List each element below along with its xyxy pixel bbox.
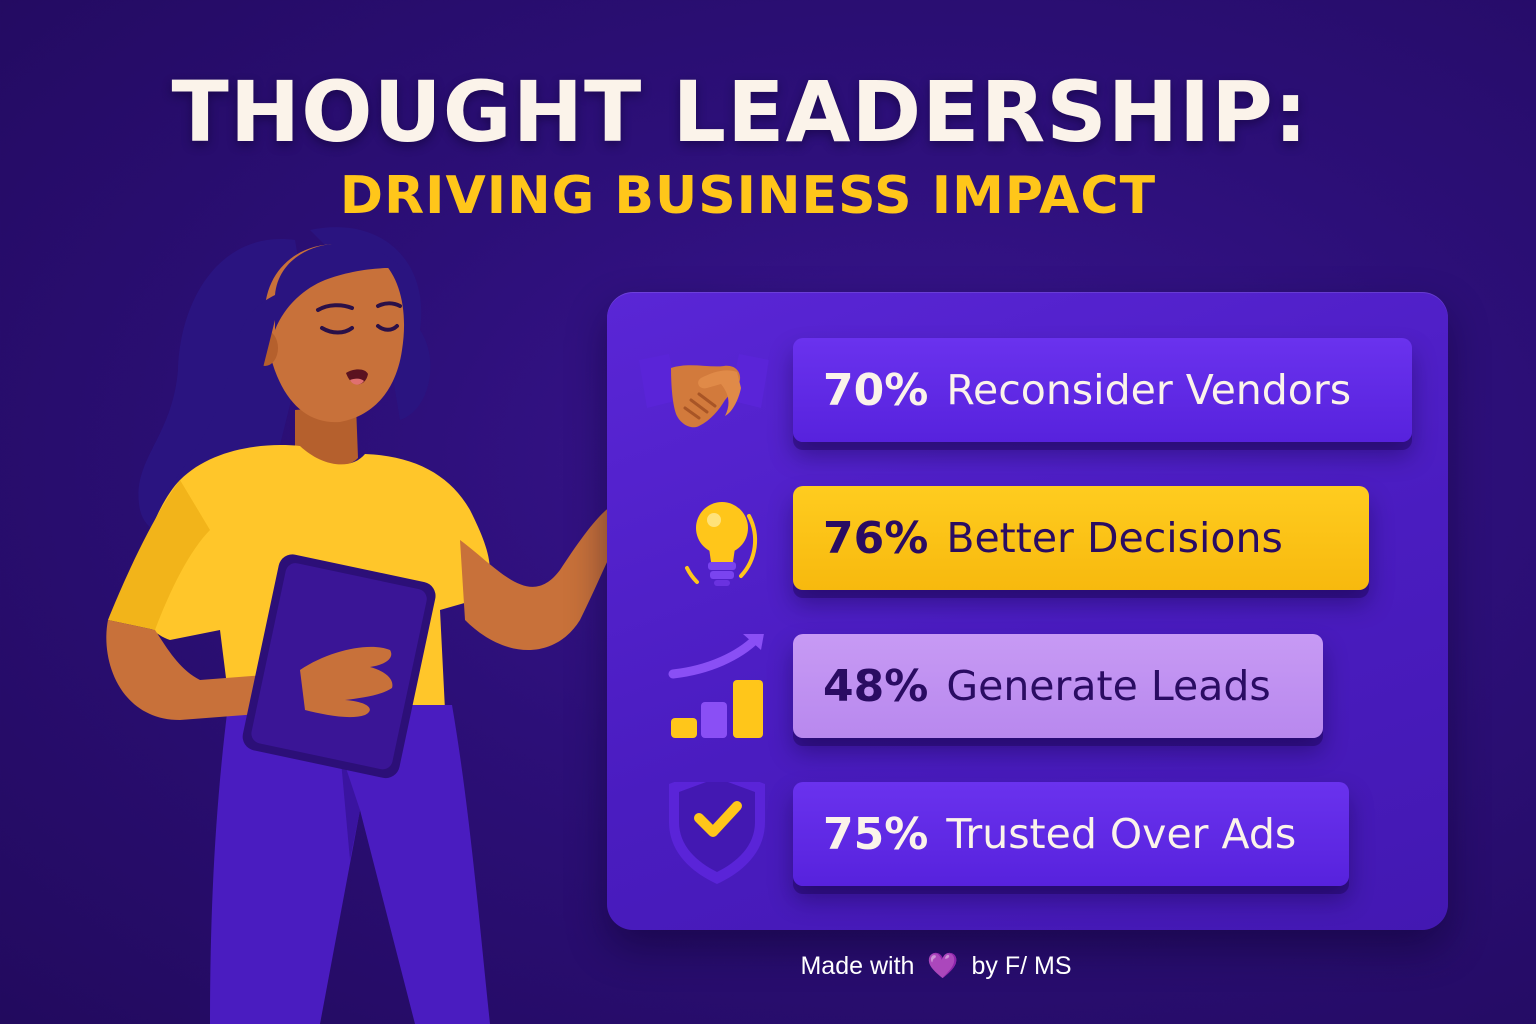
stat-label: Trusted Over Ads: [946, 810, 1297, 858]
stat-row-reconsider-vendors: 70% Reconsider Vendors: [607, 338, 1448, 448]
stat-label: Better Decisions: [946, 514, 1283, 562]
handshake-icon: [629, 338, 779, 448]
stat-card: 48% Generate Leads: [793, 634, 1323, 738]
stat-row-better-decisions: 76% Better Decisions: [607, 486, 1448, 596]
stats-panel: 70% Reconsider Vendors 76% Better Decisi…: [607, 292, 1448, 930]
stat-card: 75% Trusted Over Ads: [793, 782, 1349, 886]
footer-prefix: Made with: [800, 952, 915, 980]
stat-label: Reconsider Vendors: [946, 366, 1352, 414]
page-subtitle: DRIVING BUSINESS IMPACT: [339, 166, 1157, 226]
footer-credit: Made with 💜 by F/ MS: [0, 952, 1536, 981]
stat-card: 76% Better Decisions: [793, 486, 1369, 590]
presenter-illustration: [106, 227, 700, 1024]
stat-label: Generate Leads: [946, 662, 1271, 710]
stat-percent: 76%: [823, 512, 929, 564]
shield-check-icon: [629, 782, 779, 892]
stat-percent: 75%: [823, 808, 929, 860]
stat-row-trusted-over-ads: 75% Trusted Over Ads: [607, 782, 1448, 892]
heart-icon: 💜: [927, 952, 959, 980]
footer-suffix: by F/ MS: [971, 952, 1072, 980]
stat-percent: 48%: [823, 660, 929, 712]
stat-card: 70% Reconsider Vendors: [793, 338, 1412, 442]
page-title: THOUGHT LEADERSHIP:: [171, 63, 1309, 161]
stat-percent: 70%: [823, 364, 929, 416]
growth-chart-icon: [629, 634, 779, 744]
lightbulb-icon: [629, 486, 779, 596]
stat-row-generate-leads: 48% Generate Leads: [607, 634, 1448, 744]
